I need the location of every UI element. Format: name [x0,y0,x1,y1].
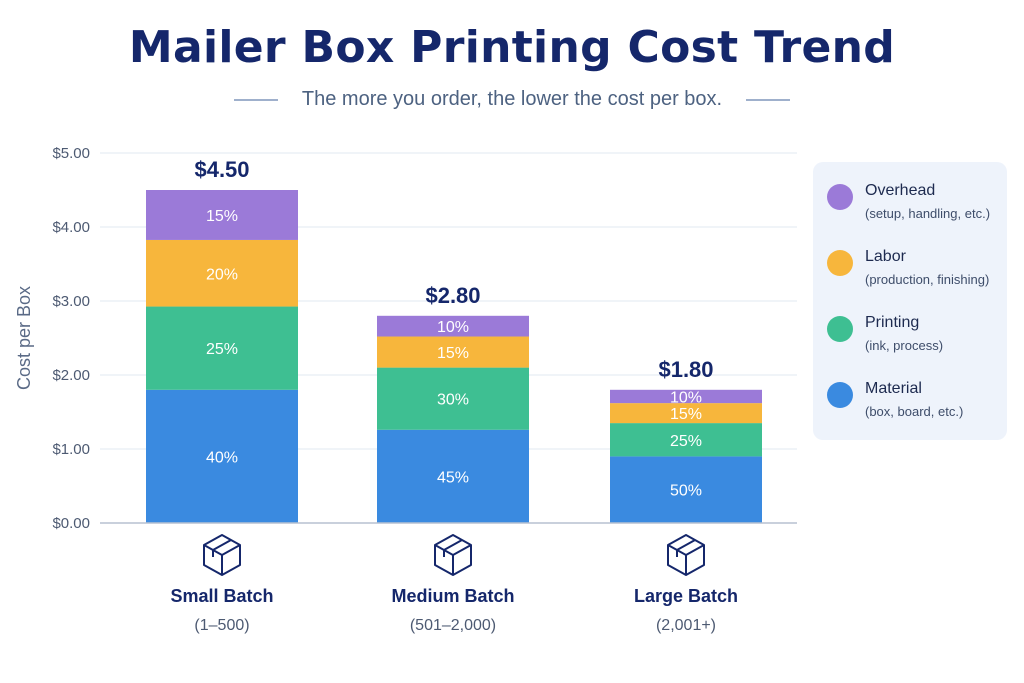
bar-segment-material [377,429,529,523]
legend: Overhead (setup, handling, etc.) Labor (… [813,162,1007,440]
subtitle-row: The more you order, the lower the cost p… [0,88,1024,111]
segment-label: 40% [206,449,238,466]
bar-segment-overhead [146,190,298,240]
bar-total-label: $2.80 [425,283,480,308]
legend-swatch-material [827,382,853,408]
y-tick-label: $1.00 [52,441,90,458]
x-category-label: Small Batch [170,586,273,606]
chart-subtitle: The more you order, the lower the cost p… [301,88,723,110]
x-category-label: Large Batch [634,586,738,606]
bar-segment-labor [377,336,529,368]
chart-title: Mailer Box Printing Cost Trend [128,22,896,73]
bar-segment-material [146,389,298,523]
y-tick-label: $2.00 [52,367,90,384]
legend-swatch-labor [827,250,853,276]
bar-segment-labor [146,239,298,307]
x-category-label: Medium Batch [391,586,514,606]
bar-segment-overhead [610,389,762,404]
box-icon [203,534,241,576]
x-category-range: (1–500) [194,617,249,634]
bar-segment-printing [377,367,529,430]
bar-segment-printing [610,423,762,457]
x-category-range: (501–2,000) [410,617,496,634]
segment-label: 10% [670,389,702,406]
segment-label: 15% [670,406,702,423]
segment-label: 50% [670,483,702,500]
legend-desc-overhead: (setup, handling, etc.) [865,206,991,221]
segment-label: 45% [437,469,469,486]
bar-total-label: $4.50 [194,157,249,182]
box-icon [667,534,705,576]
y-tick-label: $5.00 [52,145,90,162]
legend-label-labor: Labor [865,248,906,265]
segment-label: 25% [206,341,238,358]
box-icon [434,534,472,576]
x-category-range: (2,001+) [656,617,716,634]
segment-label: 15% [206,208,238,225]
subtitle-divider-left [233,98,278,101]
bar-segment-printing [146,306,298,390]
segment-label: 20% [206,266,238,283]
y-tick-label: $4.00 [52,219,90,236]
bar-segment-labor [610,403,762,424]
legend-swatch-printing [827,316,853,342]
y-tick-label: $3.00 [52,293,90,310]
legend-desc-printing: (ink, process) [865,338,944,353]
legend-desc-labor: (production, finishing) [865,272,990,287]
segment-label: 25% [670,433,702,450]
legend-swatch-overhead [827,184,853,210]
subtitle-divider-right [746,98,791,101]
y-tick-label: $0.00 [52,515,90,532]
legend-label-material: Material [865,380,922,397]
bar-segment-material [610,456,762,523]
legend-desc-material: (box, board, etc.) [865,404,964,419]
bar-total-label: $1.80 [658,357,713,382]
bar-segment-overhead [377,315,529,337]
segment-label: 30% [437,392,469,409]
legend-label-overhead: Overhead [865,182,936,199]
segment-label: 15% [437,345,469,362]
y-axis-label: Cost per Box [14,286,34,390]
segment-label: 10% [437,319,469,336]
legend-label-printing: Printing [865,314,920,331]
